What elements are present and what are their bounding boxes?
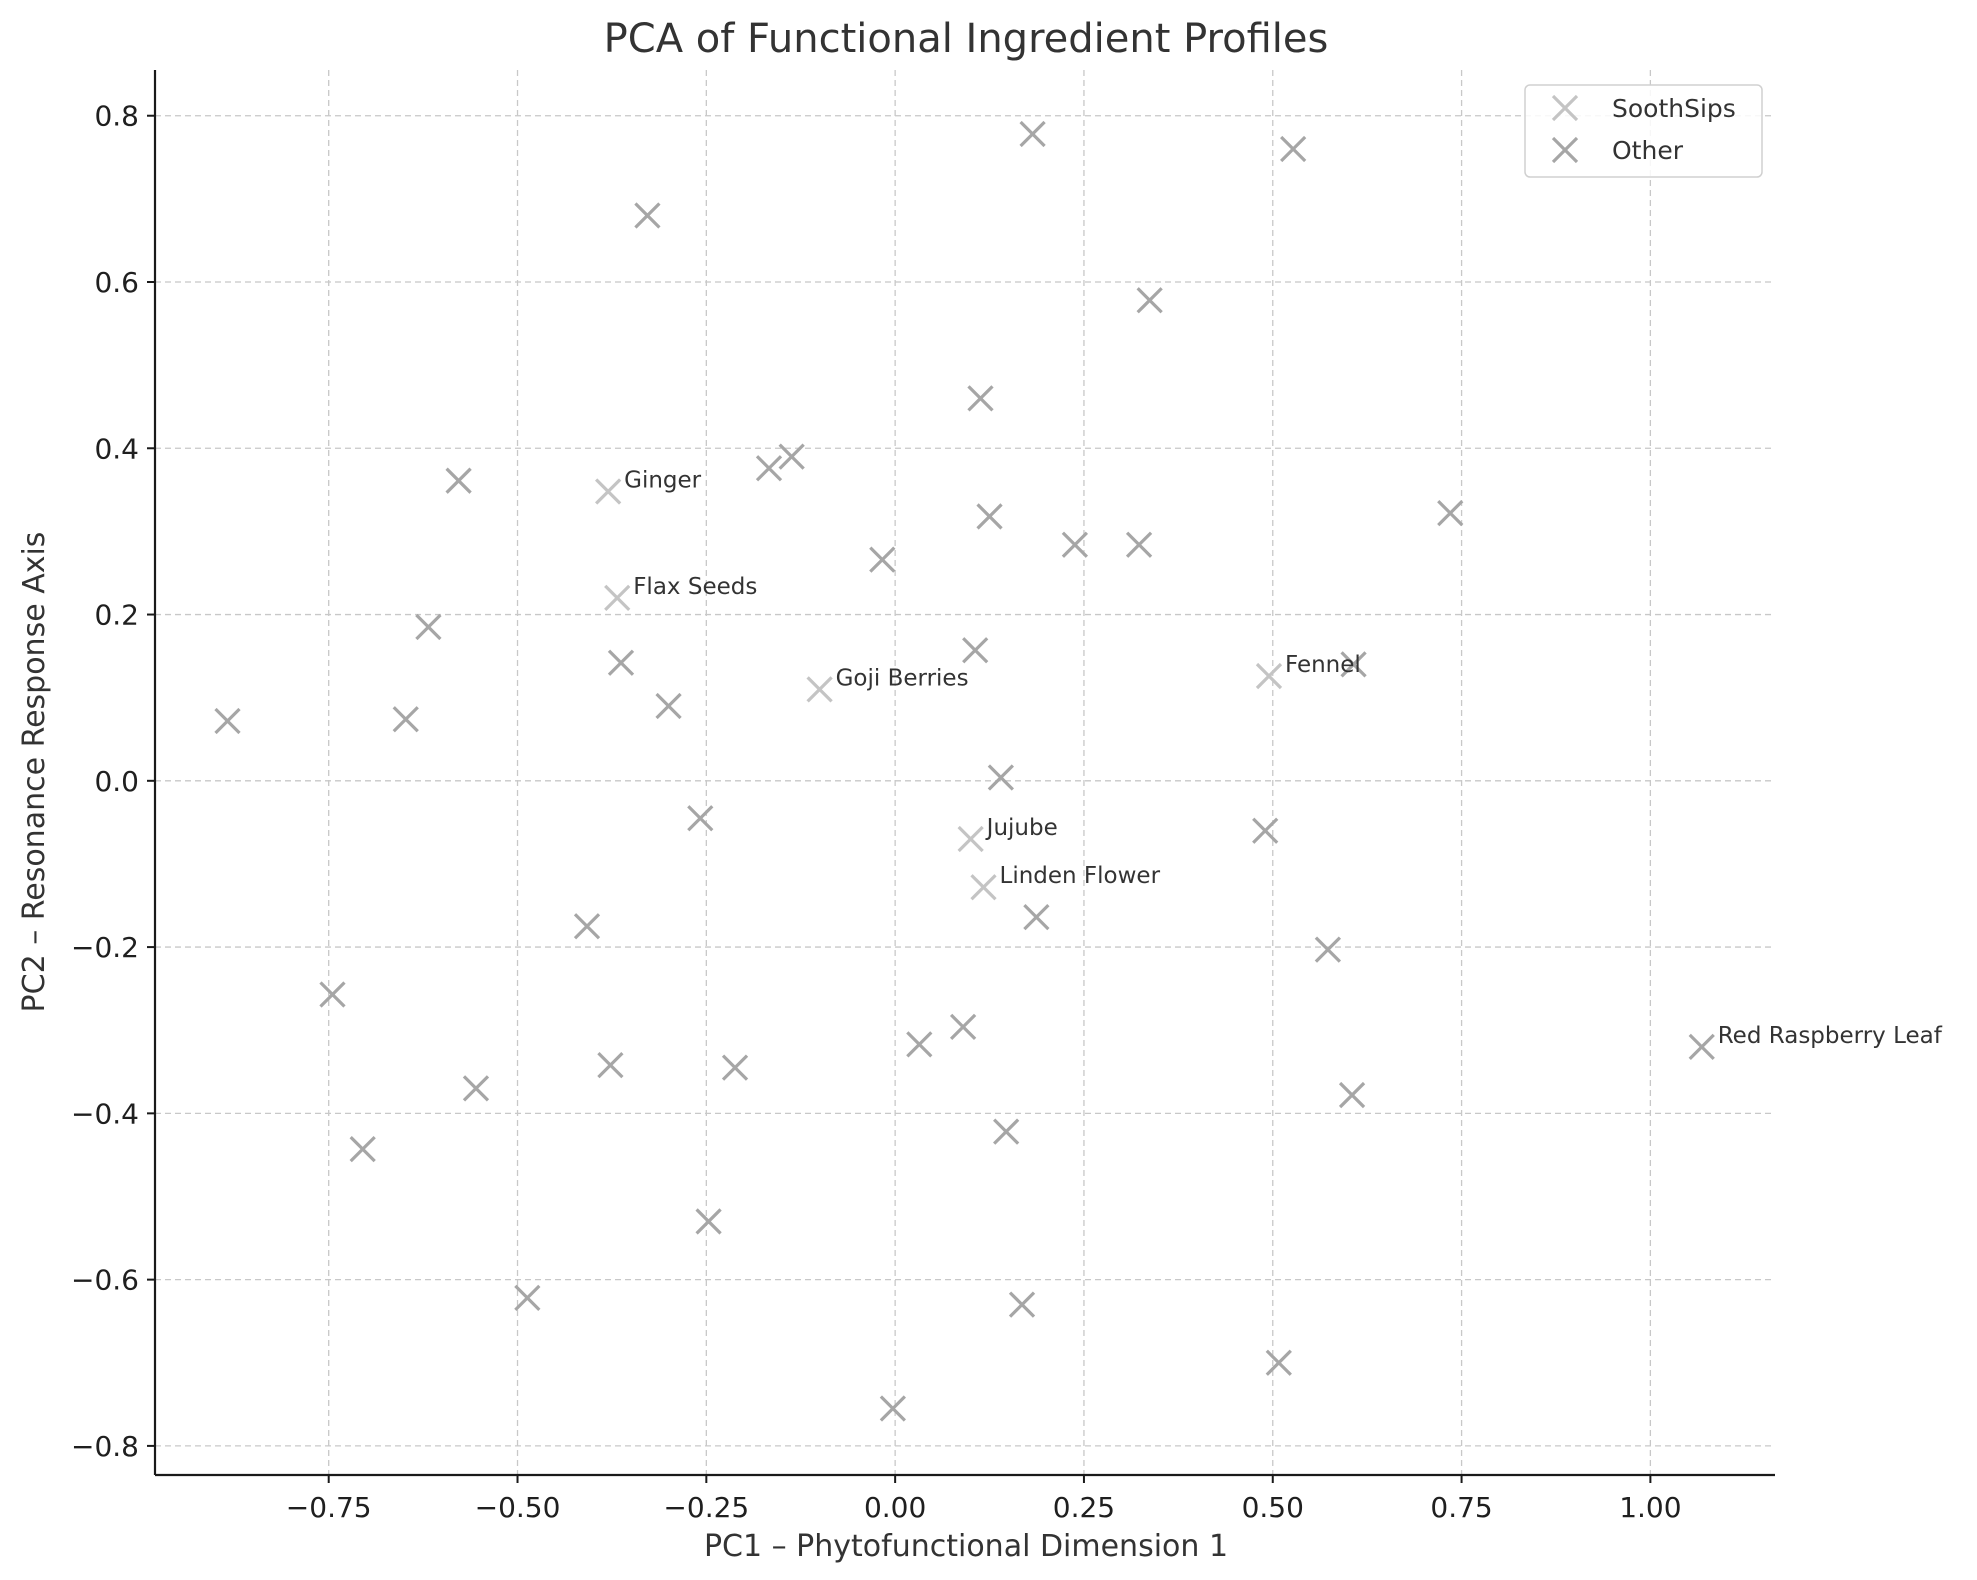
y-axis-label: PC2 – Resonance Response Axis — [17, 532, 52, 1013]
x-tick-label: −0.25 — [663, 1491, 749, 1524]
point-soothsips-linden-flower — [972, 875, 996, 899]
point-other — [881, 1396, 905, 1420]
x-tick-label: 0.00 — [864, 1491, 926, 1524]
point-other — [394, 707, 418, 731]
point-other — [1021, 122, 1045, 146]
point-other — [1253, 819, 1277, 843]
point-other — [598, 1053, 622, 1077]
y-tick-label: 0.2 — [94, 599, 139, 632]
point-other — [1438, 501, 1462, 525]
points-layer — [216, 122, 1714, 1420]
x-tick-label: 0.25 — [1053, 1491, 1115, 1524]
legend-label-soothsips: SoothSips — [1612, 94, 1736, 123]
point-other — [416, 615, 440, 639]
legend: SoothSips Other — [1525, 85, 1762, 177]
point-other — [1127, 533, 1151, 557]
x-tick-label: −0.75 — [286, 1491, 372, 1524]
grid-layer — [155, 70, 1775, 1475]
point-other — [1316, 938, 1340, 962]
point-other — [870, 548, 894, 572]
point-other — [723, 1056, 747, 1080]
point-other — [609, 651, 633, 675]
y-tick-label: 0.0 — [94, 765, 139, 798]
point-other — [688, 806, 712, 830]
y-tick-label: −0.4 — [71, 1097, 139, 1130]
annotation-red-raspberry-leaf: Red Raspberry Leaf — [1718, 1023, 1943, 1049]
ticks-layer: −0.75 −0.50 −0.25 0.00 0.25 0.50 0.75 1.00 −0.8 −… — [71, 100, 1682, 1524]
point-other — [1024, 905, 1048, 929]
annotation-goji-berries: Goji Berries — [836, 665, 969, 691]
point-other — [963, 638, 987, 662]
annotation-linden-flower: Linden Flower — [1000, 863, 1161, 889]
point-soothsips-flax-seeds — [605, 586, 629, 610]
y-tick-label: −0.2 — [71, 931, 139, 964]
point-other — [216, 709, 240, 733]
axes-layer — [155, 70, 1775, 1475]
point-other — [1138, 288, 1162, 312]
point-other-red-raspberry-leaf — [1690, 1035, 1714, 1059]
x-tick-label: 0.75 — [1430, 1491, 1492, 1524]
point-other — [697, 1209, 721, 1233]
point-other — [515, 1286, 539, 1310]
point-soothsips-fennel — [1257, 664, 1281, 688]
point-other — [907, 1032, 931, 1056]
x-tick-label: 0.50 — [1242, 1491, 1304, 1524]
point-other — [1267, 1351, 1291, 1375]
annotation-ginger: Ginger — [624, 468, 702, 494]
y-tick-label: 0.4 — [94, 432, 139, 465]
point-other — [1010, 1293, 1034, 1317]
point-other — [635, 203, 659, 227]
point-other — [657, 694, 681, 718]
point-soothsips-goji-berries — [808, 677, 832, 701]
x-tick-label: −0.50 — [475, 1491, 561, 1524]
point-soothsips-jujube — [959, 827, 983, 851]
point-other — [780, 445, 804, 469]
point-other — [447, 469, 471, 493]
point-other — [1063, 533, 1087, 557]
y-tick-label: −0.6 — [71, 1264, 139, 1297]
point-other — [351, 1137, 375, 1161]
x-tick-label: 1.00 — [1619, 1491, 1681, 1524]
pca-scatter-chart: Red Raspberry Leaf Ginger Flax Seeds Goji B… — [0, 0, 1977, 1580]
annotation-fennel: Fennel — [1285, 652, 1361, 678]
point-other — [978, 504, 1002, 528]
x-axis-label: PC1 – Phytofunctional Dimension 1 — [704, 1529, 1228, 1564]
annotation-jujube: Jujube — [985, 815, 1058, 841]
point-other — [757, 456, 781, 480]
point-other — [575, 914, 599, 938]
y-tick-label: 0.8 — [94, 100, 139, 133]
point-other — [320, 982, 344, 1006]
chart-title: PCA of Functional Ingredient Profiles — [604, 16, 1329, 62]
point-other — [951, 1015, 975, 1039]
point-other — [1281, 137, 1305, 161]
point-other — [1340, 1083, 1364, 1107]
legend-label-other: Other — [1612, 136, 1684, 165]
point-other — [464, 1076, 488, 1100]
y-tick-label: −0.8 — [71, 1430, 139, 1463]
point-other — [994, 1120, 1018, 1144]
point-other — [989, 765, 1013, 789]
point-soothsips-ginger — [596, 480, 620, 504]
annotation-flax-seeds: Flax Seeds — [633, 574, 757, 600]
annotation-layer: Red Raspberry Leaf Ginger Flax Seeds Goji B… — [624, 468, 1943, 1049]
point-other — [968, 386, 992, 410]
y-tick-label: 0.6 — [94, 266, 139, 299]
